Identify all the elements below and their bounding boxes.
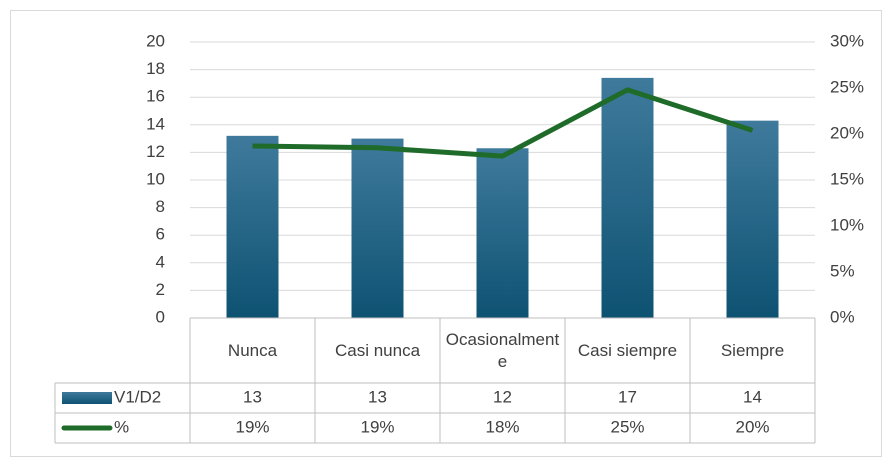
- y-tick-label: 12: [146, 142, 165, 161]
- y2-tick-label: 20%: [830, 123, 864, 142]
- x-tick-label-box: Casi siempre: [577, 340, 678, 360]
- table-value: 20%: [735, 417, 769, 436]
- y2-tick-label: 0%: [830, 307, 855, 326]
- table-value: 19%: [360, 417, 394, 436]
- table-value: 13: [243, 387, 262, 406]
- line-series: [252, 87, 754, 159]
- bar: [351, 138, 404, 318]
- table-value: 17: [618, 387, 637, 406]
- y-tick-label: 4: [156, 252, 165, 271]
- bar: [726, 120, 779, 318]
- y-tick-label: 6: [156, 225, 165, 244]
- x-tick-label-box: Siempre: [720, 340, 785, 360]
- table-value: 18%: [485, 417, 519, 436]
- y-tick-label: 8: [156, 197, 165, 216]
- legend-label: V1/D2: [114, 387, 161, 406]
- y-tick-label: 18: [146, 59, 165, 78]
- y2-tick-label: 10%: [830, 215, 864, 234]
- y-tick-label: 2: [156, 280, 165, 299]
- table-value: 12: [493, 387, 512, 406]
- table-value: 14: [743, 387, 762, 406]
- x-tick-label-box: Ocasionalmente: [445, 329, 560, 371]
- y-tick-label: 14: [146, 114, 165, 133]
- x-tick-label: Casi nunca: [334, 340, 421, 360]
- y-tick-label: 20: [146, 31, 165, 50]
- x-tick-label-box: Casi nunca: [334, 340, 421, 360]
- x-tick-label: Ocasionalmente: [445, 329, 560, 371]
- y-tick-label: 0: [156, 307, 165, 326]
- y2-tick-label: 5%: [830, 261, 855, 280]
- x-tick-label: Casi siempre: [577, 340, 678, 360]
- x-tick-label: Siempre: [720, 340, 785, 360]
- table-value: 25%: [610, 417, 644, 436]
- x-tick-label: Nunca: [227, 340, 278, 360]
- table-value: 19%: [235, 417, 269, 436]
- y2-tick-label: 30%: [830, 31, 864, 50]
- table-value: 13: [368, 387, 387, 406]
- bar: [601, 77, 654, 318]
- y2-tick-label: 25%: [830, 77, 864, 96]
- legend-key: [62, 392, 112, 404]
- legend-label: %: [114, 417, 129, 436]
- bar: [226, 135, 279, 318]
- y-tick-label: 10: [146, 169, 165, 188]
- x-tick-label-box: Nunca: [227, 340, 278, 360]
- y-tick-label: 16: [146, 87, 165, 106]
- y2-tick-label: 15%: [830, 169, 864, 188]
- bar: [476, 148, 529, 318]
